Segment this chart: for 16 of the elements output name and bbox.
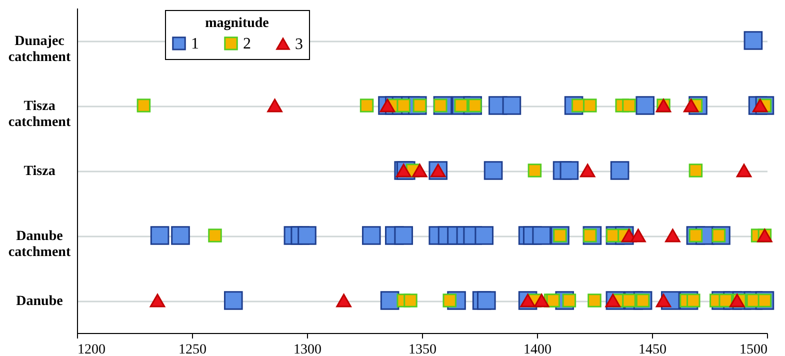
legend-title: magnitude: [205, 16, 269, 31]
y-tick-label: Tisza: [24, 164, 56, 179]
y-tick-label: Tisza catchment: [8, 99, 71, 130]
x-tick-label: 1400: [524, 342, 552, 356]
x-tick-label: 1250: [178, 342, 206, 356]
x-tick-label: 1500: [740, 342, 768, 356]
x-tick-label: 1300: [294, 342, 322, 356]
legend-label: 2: [243, 35, 251, 52]
x-tick-label: 1200: [78, 342, 106, 356]
x-tick-label: 1350: [408, 342, 436, 356]
legend-label: 3: [295, 36, 303, 53]
y-tick-label: Dunajec catchment: [8, 34, 71, 65]
legend-label: 1: [191, 35, 199, 52]
y-tick-label: Danube: [16, 294, 63, 309]
y-tick-label: Danube catchment: [8, 229, 71, 260]
x-tick-label: 1450: [638, 342, 666, 356]
